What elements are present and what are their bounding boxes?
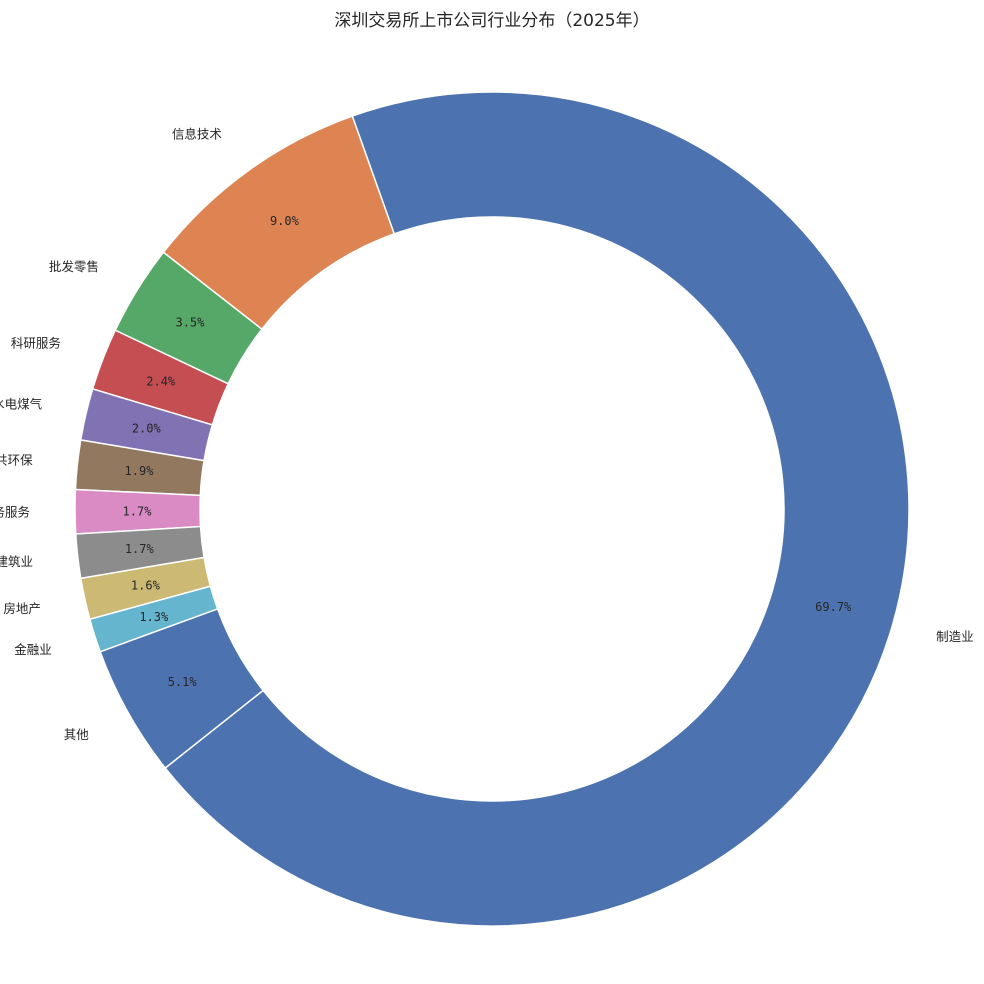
category-label: 制造业: [936, 629, 974, 644]
percent-label: 1.7%: [125, 542, 155, 556]
category-label: 信息技术: [172, 127, 223, 142]
category-label: 公共环保: [0, 452, 33, 467]
percent-label: 1.3%: [139, 610, 169, 624]
percent-label: 2.4%: [146, 374, 176, 388]
category-label: 房地产: [3, 601, 41, 616]
category-labels-group: 制造业 信息技术批发零售科研服务水电煤气公共环保商务服务建筑业房地产金融业其他: [0, 127, 974, 742]
slices-group: [74, 91, 910, 927]
category-label: 批发零售: [49, 259, 99, 274]
percent-label: 1.6%: [131, 579, 161, 593]
percent-label: 9.0%: [270, 214, 300, 228]
slice-10: [99, 608, 265, 770]
category-label: 水电煤气: [0, 397, 43, 412]
percent-label: 69.7%: [815, 600, 852, 614]
slice-0: [164, 91, 910, 927]
category-label: 其他: [64, 727, 90, 742]
category-label: 科研服务: [11, 335, 61, 350]
percent-label: 5.1%: [168, 675, 198, 689]
category-label: 商务服务: [0, 505, 30, 520]
percent-label: 2.0%: [132, 421, 162, 435]
percent-label: 1.9%: [125, 464, 155, 478]
percent-label: 1.7%: [123, 504, 153, 518]
chart-title: 深圳交易所上市公司行业分布（2025年）: [334, 11, 649, 31]
percent-label: 3.5%: [175, 316, 205, 330]
category-label: 建筑业: [0, 554, 33, 569]
category-label: 金融业: [14, 642, 52, 657]
percent-labels-group: 69.7% 9.0% 3.5% 2.4% 2.0% 1.9% 1.7% 1.7% 1.6% 1.3…: [123, 214, 853, 689]
